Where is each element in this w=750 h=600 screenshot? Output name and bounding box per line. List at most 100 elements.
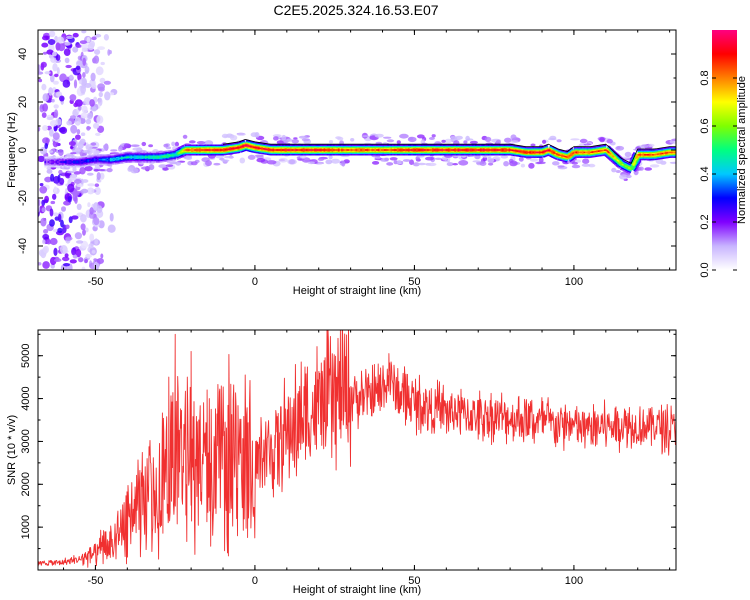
heatmap-halo-blob xyxy=(247,154,256,160)
heatmap-halo-blob xyxy=(417,162,427,166)
heatmap-halo-blob xyxy=(254,132,260,138)
heatmap-noise-blob xyxy=(44,143,48,149)
heatmap-halo-blob xyxy=(163,143,169,148)
heatmap-halo-blob xyxy=(469,140,478,145)
heatmap-noise-blob xyxy=(43,199,49,204)
heatmap-noise-blob xyxy=(42,125,49,131)
heatmap-halo-blob xyxy=(571,164,581,169)
heatmap-halo-blob xyxy=(123,143,132,149)
bottom-y-axis-label: SNR (10 * v/v) xyxy=(6,415,18,485)
heatmap-noise-blob xyxy=(76,129,81,135)
heatmap-noise-blob xyxy=(50,173,55,182)
heatmap-halo-blob xyxy=(384,157,389,161)
heatmap-halo-blob xyxy=(579,138,588,144)
heatmap-noise-blob xyxy=(98,86,105,92)
heatmap-noise-blob xyxy=(50,200,56,205)
heatmap-noise-blob xyxy=(50,74,55,83)
heatmap-halo-blob xyxy=(518,156,524,162)
heatmap-noise-blob xyxy=(52,51,57,57)
heatmap-noise-blob xyxy=(94,183,100,187)
heatmap-noise-blob xyxy=(63,48,71,56)
heatmap-noise-blob xyxy=(41,83,47,91)
heatmap-noise-blob xyxy=(109,92,115,96)
ridge-outline xyxy=(222,138,676,164)
heatmap-halo-blob xyxy=(317,157,325,161)
heatmap-noise-blob xyxy=(93,217,100,226)
heatmap-halo-blob xyxy=(450,138,460,141)
heatmap-noise-blob xyxy=(98,91,104,98)
bottom-x-tick-label: 50 xyxy=(408,575,420,587)
heatmap-noise-blob xyxy=(86,112,93,120)
heatmap-halo-blob xyxy=(619,174,628,180)
heatmap-noise-blob xyxy=(82,72,86,78)
top-x-tick-label: 50 xyxy=(408,276,420,288)
heatmap-noise-blob xyxy=(69,94,77,102)
heatmap-noise-blob xyxy=(52,80,59,85)
heatmap-halo-blob xyxy=(287,159,297,165)
heatmap-halo-blob xyxy=(165,164,174,168)
heatmap-noise-blob xyxy=(42,233,50,240)
heatmap-noise-blob xyxy=(42,35,50,41)
top-y-tick-label: 20 xyxy=(17,96,29,108)
heatmap-noise-blob xyxy=(52,193,57,200)
heatmap-halo-blob xyxy=(425,156,434,161)
heatmap-halo-blob xyxy=(484,136,492,142)
heatmap-halo-blob xyxy=(224,155,233,159)
heatmap-noise-blob xyxy=(54,258,62,262)
chart-title: C2E5.2025.324.16.53.E07 xyxy=(273,2,438,18)
heatmap-halo-blob xyxy=(182,134,188,139)
heatmap-halo-blob xyxy=(130,144,140,147)
heatmap-noise-blob xyxy=(91,36,97,41)
heatmap-halo-blob xyxy=(328,140,334,144)
heatmap-halo-blob xyxy=(82,150,91,154)
heatmap-halo-blob xyxy=(452,163,459,166)
heatmap-halo-blob xyxy=(171,141,176,147)
heatmap-halo-blob xyxy=(301,138,310,142)
heatmap-halo-blob xyxy=(606,138,613,144)
heatmap-noise-blob xyxy=(89,233,95,242)
heatmap-noise-blob xyxy=(52,132,60,141)
heatmap-noise-blob xyxy=(53,186,58,193)
heatmap-noise-blob xyxy=(80,112,88,119)
heatmap-halo-blob xyxy=(213,162,221,166)
heatmap-noise-blob xyxy=(67,183,75,193)
heatmap-noise-blob xyxy=(86,187,95,195)
heatmap-halo-blob xyxy=(291,139,299,144)
heatmap-halo-blob xyxy=(571,161,578,165)
heatmap-noise-blob xyxy=(81,105,88,114)
heatmap-halo-blob xyxy=(73,171,81,175)
heatmap-halo-blob xyxy=(278,158,288,163)
heatmap-noise-blob xyxy=(42,103,48,112)
heatmap-area xyxy=(38,30,676,270)
heatmap-halo-blob xyxy=(500,155,509,159)
heatmap-noise-blob xyxy=(85,254,92,258)
heatmap-noise-blob xyxy=(49,219,55,227)
heatmap-noise-blob xyxy=(91,106,97,112)
heatmap-halo-blob xyxy=(549,135,557,140)
heatmap-noise-blob xyxy=(70,115,76,119)
heatmap-halo-blob xyxy=(110,149,118,152)
heatmap-noise-blob xyxy=(39,186,48,194)
heatmap-noise-blob xyxy=(89,40,96,48)
heatmap-noise-blob xyxy=(48,30,56,38)
heatmap-noise-blob xyxy=(84,66,90,74)
heatmap-halo-blob xyxy=(487,157,495,163)
heatmap-noise-blob xyxy=(59,126,68,134)
heatmap-halo-blob xyxy=(536,161,546,165)
heatmap-halo-blob xyxy=(46,169,53,174)
heatmap-noise-blob xyxy=(81,30,87,34)
heatmap-noise-blob xyxy=(66,120,72,126)
bottom-x-tick-label: -50 xyxy=(87,575,103,587)
heatmap-noise-blob xyxy=(86,36,91,43)
heatmap-halo-blob xyxy=(341,160,346,167)
heatmap-noise-blob xyxy=(54,109,59,119)
heatmap-noise-blob xyxy=(38,78,43,83)
heatmap-halo-blob xyxy=(552,161,560,166)
colorbar-tick-label: 0.2 xyxy=(699,214,711,229)
heatmap-halo-blob xyxy=(148,144,154,148)
heatmap-noise-blob xyxy=(59,95,65,102)
heatmap-halo-blob xyxy=(166,161,173,164)
heatmap-noise-blob xyxy=(72,46,79,53)
heatmap-noise-blob xyxy=(46,239,52,245)
